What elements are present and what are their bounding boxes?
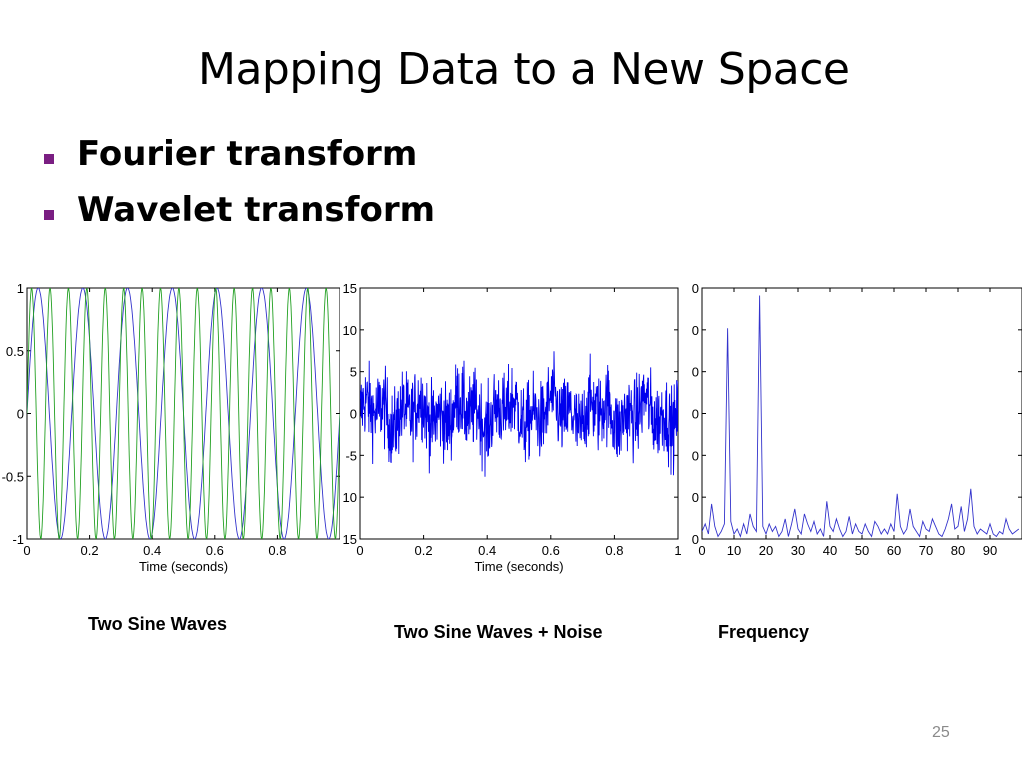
y-tick-label: 0.5	[6, 344, 24, 359]
y-tick-label: 15	[343, 281, 357, 296]
bullet-text-wavelet: Wavelet transform	[77, 190, 436, 230]
bullet-text-fourier: Fourier transform	[77, 134, 418, 174]
x-tick-label: 0.2	[415, 543, 433, 558]
caption-frequency: Frequency	[718, 622, 810, 642]
x-tick-label: 0.8	[268, 543, 286, 558]
series-line-1	[27, 288, 340, 539]
y-tick-label: 15	[343, 532, 357, 547]
x-tick-label: 0.4	[478, 543, 496, 558]
x-tick-label: 20	[759, 543, 773, 558]
caption-two-sine-waves-noise: Two Sine Waves + Noise	[394, 622, 603, 642]
square-bullet-icon	[44, 154, 54, 164]
x-tick-label: 80	[951, 543, 965, 558]
y-tick-label: 10	[343, 323, 357, 338]
y-tick-label: 0	[350, 407, 357, 422]
y-tick-label: -0.5	[2, 469, 24, 484]
x-tick-label: 0	[23, 543, 30, 558]
x-tick-label: 0.8	[605, 543, 623, 558]
x-tick-label: 30	[791, 543, 805, 558]
x-axis-label: Time (seconds)	[139, 559, 228, 574]
square-bullet-icon	[44, 210, 54, 220]
plot-frame	[701, 287, 1022, 540]
page-number: 25	[932, 724, 950, 741]
plot-two-sine-waves: 1 0.5 0 -0.5 -1 0 0.2 0.4 0.6 0.8 Time (seconds)	[0, 276, 340, 576]
y-tick-label: 0	[692, 490, 699, 505]
x-tick-label: 90	[983, 543, 997, 558]
y-tick-label: 0	[692, 365, 699, 380]
x-tick-label: 10	[727, 543, 741, 558]
series-line-0	[702, 295, 1020, 538]
y-tick-label: 0	[692, 448, 699, 463]
y-tick-label: 0	[692, 281, 699, 296]
x-axis-label: Time (seconds)	[474, 559, 563, 574]
y-tick-label: 0	[692, 407, 699, 422]
y-tick-label: 5	[350, 365, 357, 380]
x-tick-label: 40	[823, 543, 837, 558]
x-tick-label: 0.6	[206, 543, 224, 558]
x-tick-label: 50	[855, 543, 869, 558]
y-tick-label: 1	[17, 281, 24, 296]
y-tick-label: 0	[692, 323, 699, 338]
slide-title: Mapping Data to a New Space	[198, 44, 850, 95]
caption-two-sine-waves: Two Sine Waves	[88, 614, 228, 634]
y-tick-label: -1	[12, 532, 24, 547]
x-tick-label: 1	[674, 543, 681, 558]
x-tick-label: 0	[356, 543, 363, 558]
y-tick-label: 10	[343, 490, 357, 505]
y-tick-label: -5	[345, 448, 357, 463]
x-tick-label: 60	[887, 543, 901, 558]
plot-frequency: 0 0 0 0 0 0 0 0 10 20 30 40 50 60 70 80 90	[682, 276, 1022, 576]
x-tick-label: 0.4	[143, 543, 161, 558]
x-tick-label: 0	[698, 543, 705, 558]
plot-two-sine-waves-noise: 15 10 5 0 -5 10 15 0 0.2 0.4 0.6 0.8 1 Time (seconds)	[340, 276, 685, 576]
y-tick-label: 0	[17, 407, 24, 422]
x-tick-label: 0.6	[542, 543, 560, 558]
series-line-0	[360, 351, 678, 477]
x-tick-label: 0.2	[81, 543, 99, 558]
y-tick-label: 0	[692, 532, 699, 547]
x-tick-label: 70	[919, 543, 933, 558]
